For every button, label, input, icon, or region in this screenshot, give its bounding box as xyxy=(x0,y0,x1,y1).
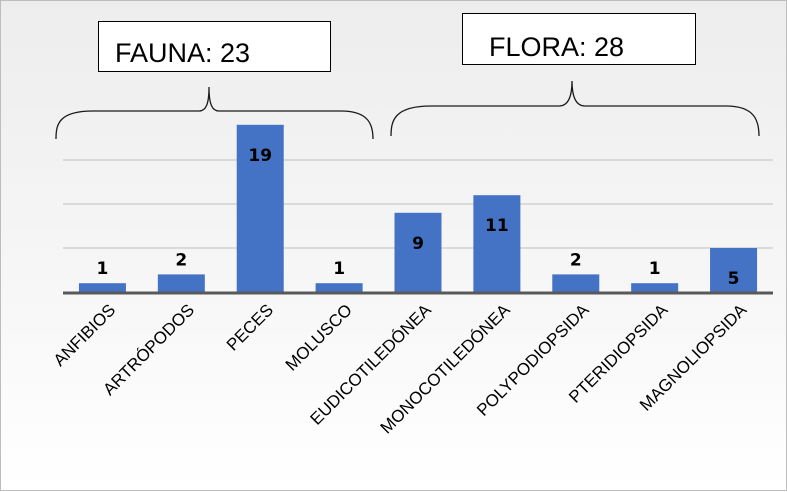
bar-molusco xyxy=(315,283,363,292)
fauna-group-label: FAUNA: 23 xyxy=(98,21,331,72)
bar-anfibios xyxy=(78,283,126,292)
fauna-brace xyxy=(55,86,374,140)
data-label: 19 xyxy=(248,146,272,166)
x-tick-label: ANFIBIOS xyxy=(50,300,120,370)
bar-monocotiledónea xyxy=(473,195,521,292)
flora-brace xyxy=(390,80,760,137)
bar-magnoliopsida xyxy=(710,248,758,292)
data-label: 1 xyxy=(333,259,345,279)
bar-pteridiopsida xyxy=(631,283,679,292)
data-label: 5 xyxy=(728,269,740,289)
flora-group-label: FLORA: 28 xyxy=(462,13,696,65)
data-label: 1 xyxy=(97,259,109,279)
bar-artrópodos xyxy=(157,274,205,292)
x-tick-label: PECES xyxy=(223,300,277,354)
data-label: 2 xyxy=(175,250,187,270)
data-label: 2 xyxy=(570,250,582,270)
x-tick-label: MOLUSCO xyxy=(282,300,356,374)
group-braces xyxy=(55,80,760,140)
bar-polypodiopsida xyxy=(552,274,600,292)
x-tick-label: MONOCOTILEDÓNEA xyxy=(377,300,514,437)
data-label: 1 xyxy=(649,259,661,279)
data-label: 9 xyxy=(412,234,424,254)
bar-eudicotiledónea xyxy=(394,212,442,292)
bars xyxy=(78,124,758,292)
bar-peces xyxy=(236,124,284,292)
data-label: 11 xyxy=(485,216,509,236)
